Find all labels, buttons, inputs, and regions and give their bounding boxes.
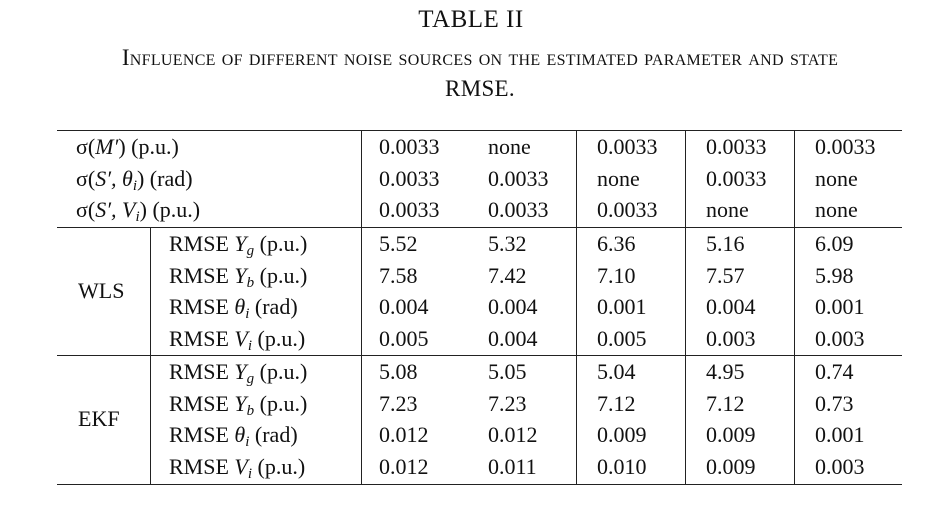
noise-row-value: 0.0033 [597, 134, 658, 159]
rmse-row-value: 7.23 [379, 390, 418, 416]
rmse-row-value: 6.09 [815, 231, 854, 256]
rmse-row-value: 0.011 [488, 453, 537, 479]
rmse-row-value: 0.003 [706, 325, 756, 351]
column-rule-5 [794, 130, 795, 484]
rmse-row-value: 5.08 [379, 359, 418, 384]
column-rule-method [150, 227, 151, 484]
rmse-row-value: 0.012 [379, 422, 429, 447]
rmse-row-label: RMSE Yb (p.u.) [169, 390, 308, 419]
rmse-row-value: 0.003 [815, 325, 865, 351]
table-noise-rule [57, 227, 902, 228]
noise-row-value: 0.0033 [706, 166, 767, 191]
rmse-row-value: 7.12 [706, 390, 745, 416]
noise-row-value: 0.0033 [597, 197, 658, 222]
noise-row-value: 0.0033 [488, 166, 549, 191]
noise-row-value: 0.0033 [706, 134, 767, 159]
noise-row-label: σ(M′) (p.u.) [76, 134, 179, 159]
rmse-row-value: 5.98 [815, 262, 854, 288]
rmse-row-value: 7.57 [706, 262, 745, 288]
rmse-row-value: 0.004 [488, 325, 538, 351]
rmse-row-value: 0.009 [706, 422, 756, 447]
rmse-row-value: 0.003 [815, 453, 865, 479]
table-bottom-rule [57, 484, 902, 485]
noise-row-value: none [706, 197, 749, 222]
rmse-row-label: RMSE Vi (p.u.) [169, 325, 306, 354]
rmse-row-value: 0.012 [488, 422, 538, 447]
method-name: EKF [78, 406, 120, 432]
rmse-row-value: 0.005 [597, 325, 647, 351]
rmse-row-value: 7.12 [597, 390, 636, 416]
rmse-row-label: RMSE Vi (p.u.) [169, 453, 306, 482]
noise-row-value: none [815, 166, 858, 191]
noise-row-value: 0.0033 [815, 134, 876, 159]
rmse-row-value: 5.05 [488, 359, 527, 384]
noise-row-label: σ(S′, θi) (rad) [76, 166, 193, 195]
rmse-row-value: 6.36 [597, 231, 636, 256]
rmse-row-value: 0.010 [597, 453, 647, 479]
rmse-row-value: 0.74 [815, 359, 854, 384]
rmse-row-value: 5.16 [706, 231, 745, 256]
noise-row-value: 0.0033 [379, 166, 440, 191]
table-caption-label: TABLE II [418, 6, 524, 33]
rmse-row-value: 5.04 [597, 359, 636, 384]
rmse-row-value: 5.52 [379, 231, 418, 256]
column-rule-3 [576, 130, 577, 484]
rmse-row-value: 0.009 [706, 453, 756, 479]
rmse-row-value: 7.23 [488, 390, 527, 416]
rmse-row-label: RMSE Yg (p.u.) [169, 231, 308, 260]
noise-row-value: 0.0033 [379, 197, 440, 222]
rmse-row-value: 0.73 [815, 390, 854, 416]
rmse-row-value: 7.58 [379, 262, 418, 288]
column-rule-values [361, 130, 362, 484]
noise-row-label: σ(S′, Vi) (p.u.) [76, 197, 201, 226]
rmse-row-value: 0.004 [706, 294, 756, 319]
rmse-row-label: RMSE Yg (p.u.) [169, 359, 308, 388]
method-name: WLS [78, 278, 125, 304]
rmse-row-value: 0.001 [815, 294, 865, 319]
rmse-row-value: 0.012 [379, 453, 429, 479]
rmse-row-value: 0.004 [488, 294, 538, 319]
rmse-row-label: RMSE θi (rad) [169, 422, 298, 451]
rmse-row-label: RMSE θi (rad) [169, 294, 298, 323]
rmse-row-value: 7.10 [597, 262, 636, 288]
rmse-row-value: 0.001 [597, 294, 647, 319]
rmse-row-label: RMSE Yb (p.u.) [169, 262, 308, 291]
noise-row-value: none [597, 166, 640, 191]
rmse-row-value: 4.95 [706, 359, 745, 384]
rmse-row-value: 0.005 [379, 325, 429, 351]
noise-row-value: 0.0033 [488, 197, 549, 222]
table-group-rule [57, 355, 902, 356]
rmse-row-value: 0.004 [379, 294, 429, 319]
table-caption-text: Influence of different noise sources on … [121, 45, 839, 101]
noise-row-value: 0.0033 [379, 134, 440, 159]
rmse-row-value: 0.001 [815, 422, 865, 447]
column-rule-4 [685, 130, 686, 484]
rmse-row-value: 5.32 [488, 231, 527, 256]
rmse-row-value: 7.42 [488, 262, 527, 288]
rmse-row-value: 0.009 [597, 422, 647, 447]
noise-row-value: none [488, 134, 531, 159]
noise-row-value: none [815, 197, 858, 222]
table-top-rule [57, 130, 902, 131]
